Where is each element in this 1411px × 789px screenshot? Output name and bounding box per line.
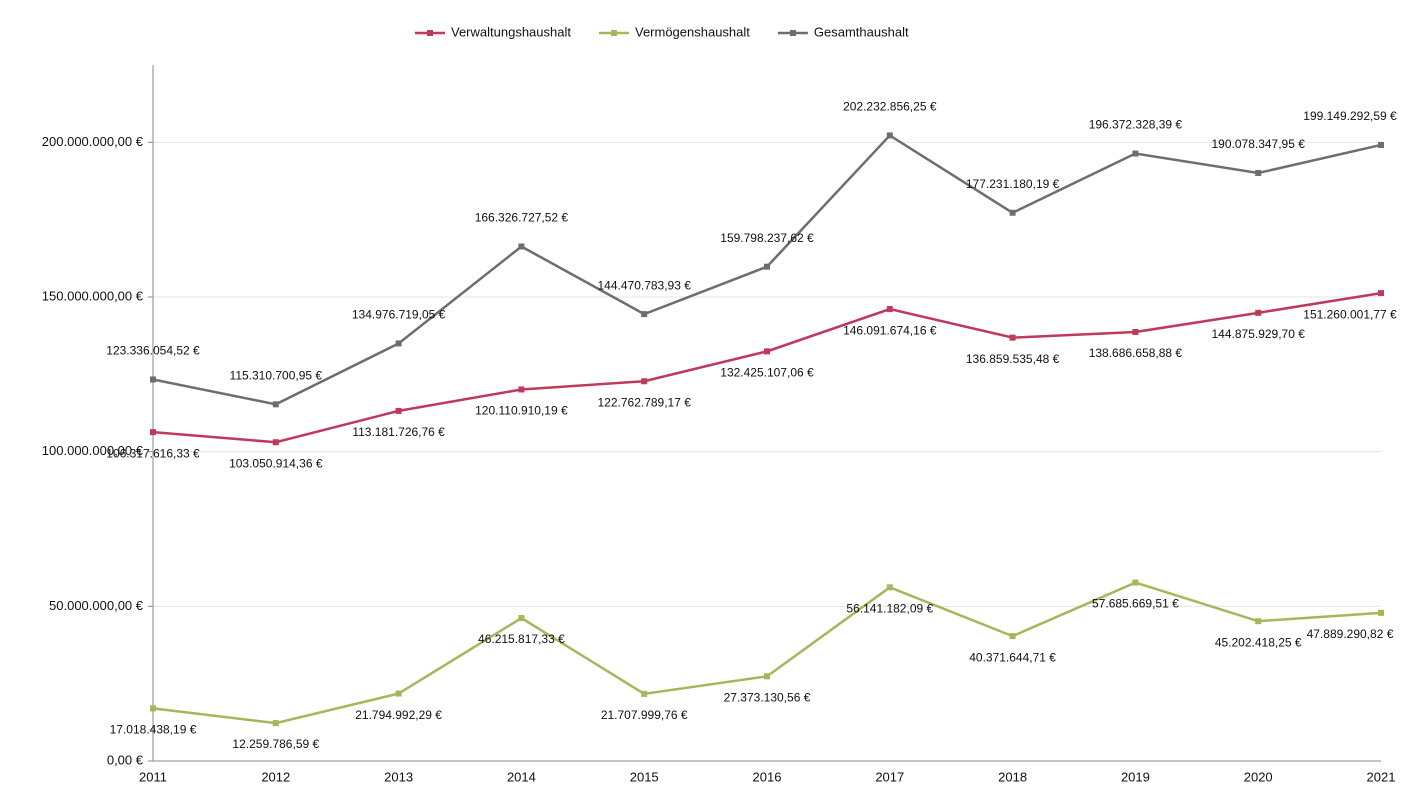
- data-label: 56.141.182,09 €: [846, 602, 933, 616]
- point-marker: [150, 376, 156, 383]
- x-tick-label: 2021: [1367, 769, 1396, 784]
- data-label: 199.149.292,59 €: [1303, 109, 1397, 123]
- point-marker: [518, 386, 525, 393]
- data-label: 17.018.438,19 €: [110, 723, 197, 737]
- data-label: 113.181.726,76 €: [352, 425, 445, 439]
- point-marker: [272, 720, 279, 727]
- data-label: 123.336.054,52 €: [106, 344, 200, 358]
- point-marker: [518, 615, 525, 622]
- data-label: 122.762.789,17 €: [597, 395, 691, 409]
- point-marker: [641, 690, 648, 697]
- point-marker: [1378, 609, 1384, 616]
- data-label: 12.259.786,59 €: [232, 737, 319, 751]
- data-label: 120.110.910,19 €: [475, 404, 568, 418]
- data-label: 166.326.727,52 €: [475, 211, 569, 225]
- point-marker: [1132, 150, 1139, 157]
- legend-marker: [610, 30, 617, 36]
- data-label: 132.425.107,06 €: [720, 366, 814, 380]
- x-tick-label: 2018: [998, 769, 1027, 784]
- legend-label: Vermögenshaushalt: [635, 24, 750, 39]
- x-tick-label: 2017: [875, 769, 904, 784]
- data-label: 57.685.669,51 €: [1092, 597, 1179, 611]
- point-marker: [886, 132, 893, 139]
- series-line: [152, 133, 1382, 406]
- point-marker: [764, 348, 770, 355]
- point-marker: [764, 263, 770, 270]
- data-label: 106.317.616,33 €: [106, 446, 200, 460]
- point-marker: [641, 311, 648, 318]
- data-label: 177.231.180,19 €: [966, 177, 1060, 191]
- y-tick-label: 200.000.000,00 €: [42, 134, 144, 149]
- data-label: 21.707.999,76 €: [601, 708, 688, 722]
- point-marker: [272, 439, 279, 446]
- point-marker: [518, 243, 525, 250]
- y-tick-label: 100.000.000,00 €: [42, 443, 144, 458]
- x-tick-label: 2012: [261, 769, 290, 784]
- y-tick-label: 150.000.000,00 €: [42, 288, 144, 303]
- point-marker: [886, 306, 893, 313]
- data-label: 40.371.644,71 €: [969, 650, 1056, 664]
- legend-marker: [427, 30, 433, 36]
- x-tick-label: 2016: [753, 769, 782, 784]
- point-marker: [764, 673, 770, 680]
- data-label: 144.875.929,70 €: [1211, 327, 1305, 341]
- x-tick-label: 2020: [1244, 769, 1273, 784]
- legend-label: Verwaltungshaushalt: [451, 24, 571, 39]
- point-marker: [1009, 633, 1016, 640]
- data-label: 21.794.992,29 €: [355, 708, 442, 722]
- point-marker: [150, 705, 156, 712]
- point-marker: [1132, 328, 1139, 335]
- point-marker: [1378, 290, 1384, 297]
- x-tick-label: 2015: [630, 769, 659, 784]
- point-marker: [395, 690, 402, 697]
- data-label: 144.470.783,93 €: [597, 278, 691, 292]
- point-marker: [272, 401, 279, 408]
- data-label: 138.686.658,88 €: [1089, 346, 1183, 360]
- data-label: 27.373.130,56 €: [724, 690, 811, 704]
- x-tick-label: 2013: [384, 769, 413, 784]
- point-marker: [886, 584, 893, 591]
- point-marker: [1009, 334, 1016, 341]
- point-marker: [150, 429, 156, 436]
- data-label: 146.091.674,16 €: [843, 323, 937, 337]
- x-tick-label: 2011: [139, 769, 167, 784]
- point-marker: [1009, 209, 1016, 216]
- point-marker: [641, 378, 648, 385]
- x-tick-label: 2019: [1121, 769, 1150, 784]
- point-marker: [1255, 618, 1262, 625]
- data-label: 151.260.001,77 €: [1303, 307, 1397, 321]
- data-label: 45.202.418,25 €: [1215, 635, 1302, 649]
- data-label: 159.798.237,62 €: [720, 231, 814, 245]
- data-label: 196.372.328,39 €: [1089, 118, 1183, 132]
- legend-label: Gesamthaushalt: [814, 24, 909, 39]
- point-marker: [1255, 309, 1262, 316]
- data-label: 103.050.914,36 €: [229, 456, 323, 470]
- y-tick-label: 50.000.000,00 €: [49, 598, 144, 613]
- point-marker: [1132, 579, 1139, 586]
- data-label: 47.889.290,82 €: [1307, 627, 1394, 641]
- point-marker: [1378, 141, 1384, 148]
- y-tick-label: 0,00 €: [107, 752, 144, 767]
- data-label: 136.859.535,48 €: [966, 352, 1060, 366]
- point-marker: [1255, 170, 1262, 177]
- data-label: 190.078.347,95 €: [1211, 137, 1305, 151]
- data-label: 134.976.719,05 €: [352, 308, 446, 322]
- data-label: 202.232.856,25 €: [843, 100, 937, 114]
- data-label: 46.215.817,33 €: [478, 632, 565, 646]
- data-label: 115.310.700,95 €: [230, 368, 323, 382]
- x-tick-label: 2014: [507, 769, 536, 784]
- point-marker: [395, 340, 402, 347]
- legend-marker: [789, 30, 796, 36]
- point-marker: [395, 407, 402, 414]
